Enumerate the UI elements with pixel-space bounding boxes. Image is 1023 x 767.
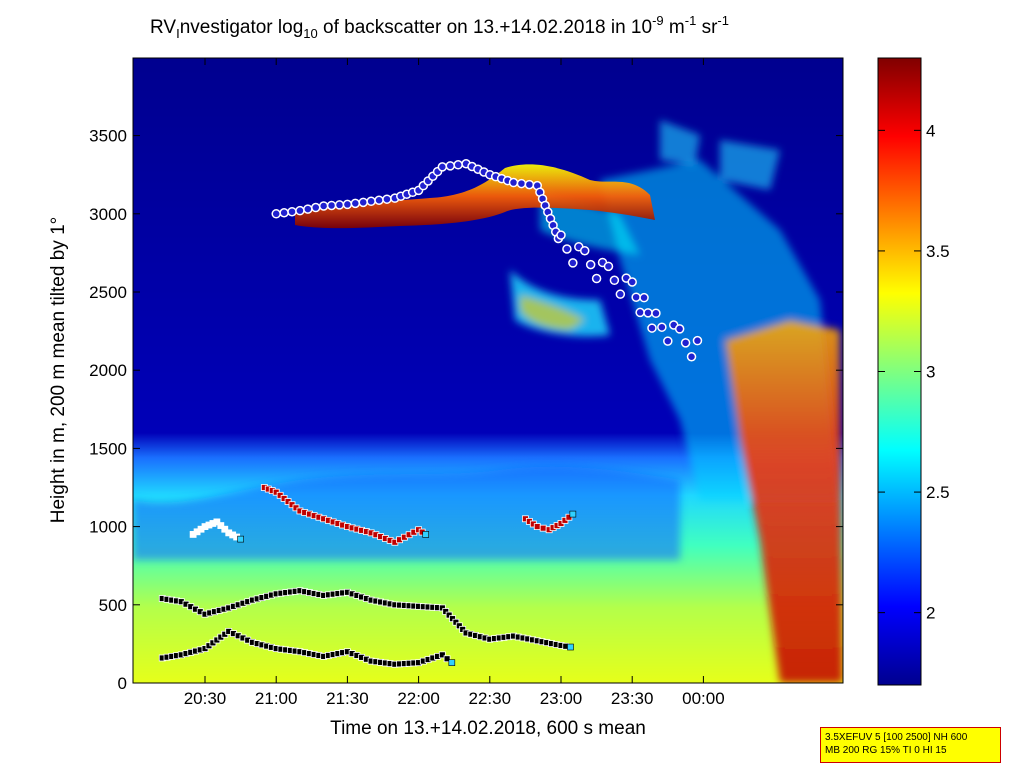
marker-end [567, 643, 574, 651]
cloud-base-marker [508, 177, 519, 188]
cloud-base-marker [643, 308, 653, 318]
cloud-base-marker [631, 292, 641, 302]
cloud-base-marker [663, 336, 673, 346]
marker-end [237, 535, 244, 543]
marker-white-square [221, 525, 229, 533]
cloud-base-marker [556, 230, 566, 240]
detection-markers [158, 159, 703, 668]
x-axis-label: Time on 13.+14.02.2018, 600 s mean [330, 718, 646, 739]
cloud-base-marker [651, 308, 661, 319]
chart-title: RVInvestigator log10 of backscatter on 1… [150, 13, 729, 41]
cloud-base-marker [585, 259, 596, 270]
cloud-base-marker [674, 324, 685, 334]
y-tick-label: 500 [99, 596, 127, 615]
x-tick-label: 23:30 [611, 689, 654, 708]
cloud-base-marker [591, 273, 602, 284]
cloud-base-marker [635, 307, 645, 318]
cloud-base-marker [524, 179, 535, 190]
marker-black-square [438, 651, 446, 659]
cloud-base-marker [647, 323, 657, 333]
cloud-base-marker [311, 202, 321, 213]
x-tick-label: 21:00 [255, 689, 298, 708]
info-box: 3.5XEFUV 5 [100 2500] NH 600 MB 200 RG 1… [820, 727, 1001, 763]
cloud-base-marker [358, 197, 368, 208]
cloud-base-marker [680, 338, 691, 348]
cloud-base-marker [334, 200, 345, 210]
marker-end [422, 531, 430, 538]
marker-end [569, 510, 577, 518]
cloud-base-marker [445, 161, 455, 171]
marker-white-square [217, 522, 225, 529]
y-axis: 0 500 1000 1500 2000 2500 3000 3500 [89, 127, 843, 693]
cloud-base-marker [279, 208, 289, 218]
cloud-base-marker [639, 292, 649, 303]
x-tick-label: 20:30 [184, 689, 227, 708]
y-axis-label: Height in m, 200 m mean tilted by 1° [48, 217, 69, 523]
colorbar [877, 57, 922, 686]
cloud-base-marker [516, 178, 527, 189]
x-tick-label: 00:00 [682, 689, 725, 708]
x-tick-label: 22:30 [469, 689, 512, 708]
colorbar-tick-label: 2.5 [926, 483, 950, 502]
marker-red-square [539, 524, 547, 532]
y-tick-label: 2000 [89, 361, 127, 380]
cloud-base-marker [287, 206, 297, 217]
precipitation-core [725, 320, 843, 683]
cloud-base-marker [318, 201, 329, 211]
cloud-base-marker [453, 160, 463, 170]
y-tick-label: 1500 [89, 439, 127, 458]
marker-end [448, 659, 456, 666]
cloud-base-marker [303, 204, 313, 214]
cloud-base-marker [657, 322, 667, 332]
colorbar-tick-label: 2 [926, 604, 935, 623]
heatmap-plot [133, 58, 843, 683]
colorbar-axis: 2 2.5 3 3.5 4 [878, 121, 950, 623]
y-tick-label: 1000 [89, 518, 127, 537]
cloud-base-marker [326, 200, 337, 211]
info-line-1: 3.5XEFUV 5 [100 2500] NH 600 [825, 732, 968, 743]
cloud-base-marker [350, 198, 361, 209]
cloud-base-marker [366, 196, 376, 207]
cloud-base-marker [603, 261, 614, 272]
cloud-base-marker [271, 209, 281, 219]
cloud-band-upper [295, 164, 655, 229]
x-tick-label: 23:00 [540, 689, 583, 708]
marker-black-square [443, 655, 451, 663]
marker-white-square [213, 518, 221, 526]
x-tick-label: 21:30 [326, 689, 369, 708]
y-tick-label: 3000 [89, 205, 127, 224]
colorbar-tick-label: 4 [926, 121, 935, 140]
cloud-base-marker [295, 205, 305, 216]
x-axis: 20:30 21:00 21:30 22:00 22:30 23:00 23:30 00:00 [184, 58, 725, 708]
x-tick-label: 22:00 [397, 689, 440, 708]
colorbar-tick-label: 3 [926, 363, 935, 382]
cloud-base-marker [615, 289, 626, 299]
cloud-base-marker [374, 195, 384, 205]
cloud-layer-lower-core [520, 295, 585, 330]
cloud-base-marker [579, 245, 590, 256]
cloud-base-marker [609, 275, 620, 286]
cloud-base-marker [437, 162, 448, 172]
colorbar-tick-label: 3.5 [926, 242, 950, 261]
cloud-base-marker [692, 335, 703, 346]
cloud-base-marker [686, 351, 697, 362]
upper-wisps [660, 120, 780, 190]
y-tick-label: 0 [118, 674, 127, 693]
cloud-base-marker [562, 244, 572, 254]
marker-red-square [533, 523, 541, 530]
info-line-2: MB 200 RG 15% TI 0 HI 15 [825, 745, 947, 756]
cloud-base-marker [568, 258, 578, 268]
cloud-base-marker [627, 277, 637, 287]
cloud-base-marker [342, 199, 353, 210]
y-tick-label: 2500 [89, 283, 127, 302]
y-tick-label: 3500 [89, 127, 127, 146]
cloud-base-marker [382, 194, 392, 204]
